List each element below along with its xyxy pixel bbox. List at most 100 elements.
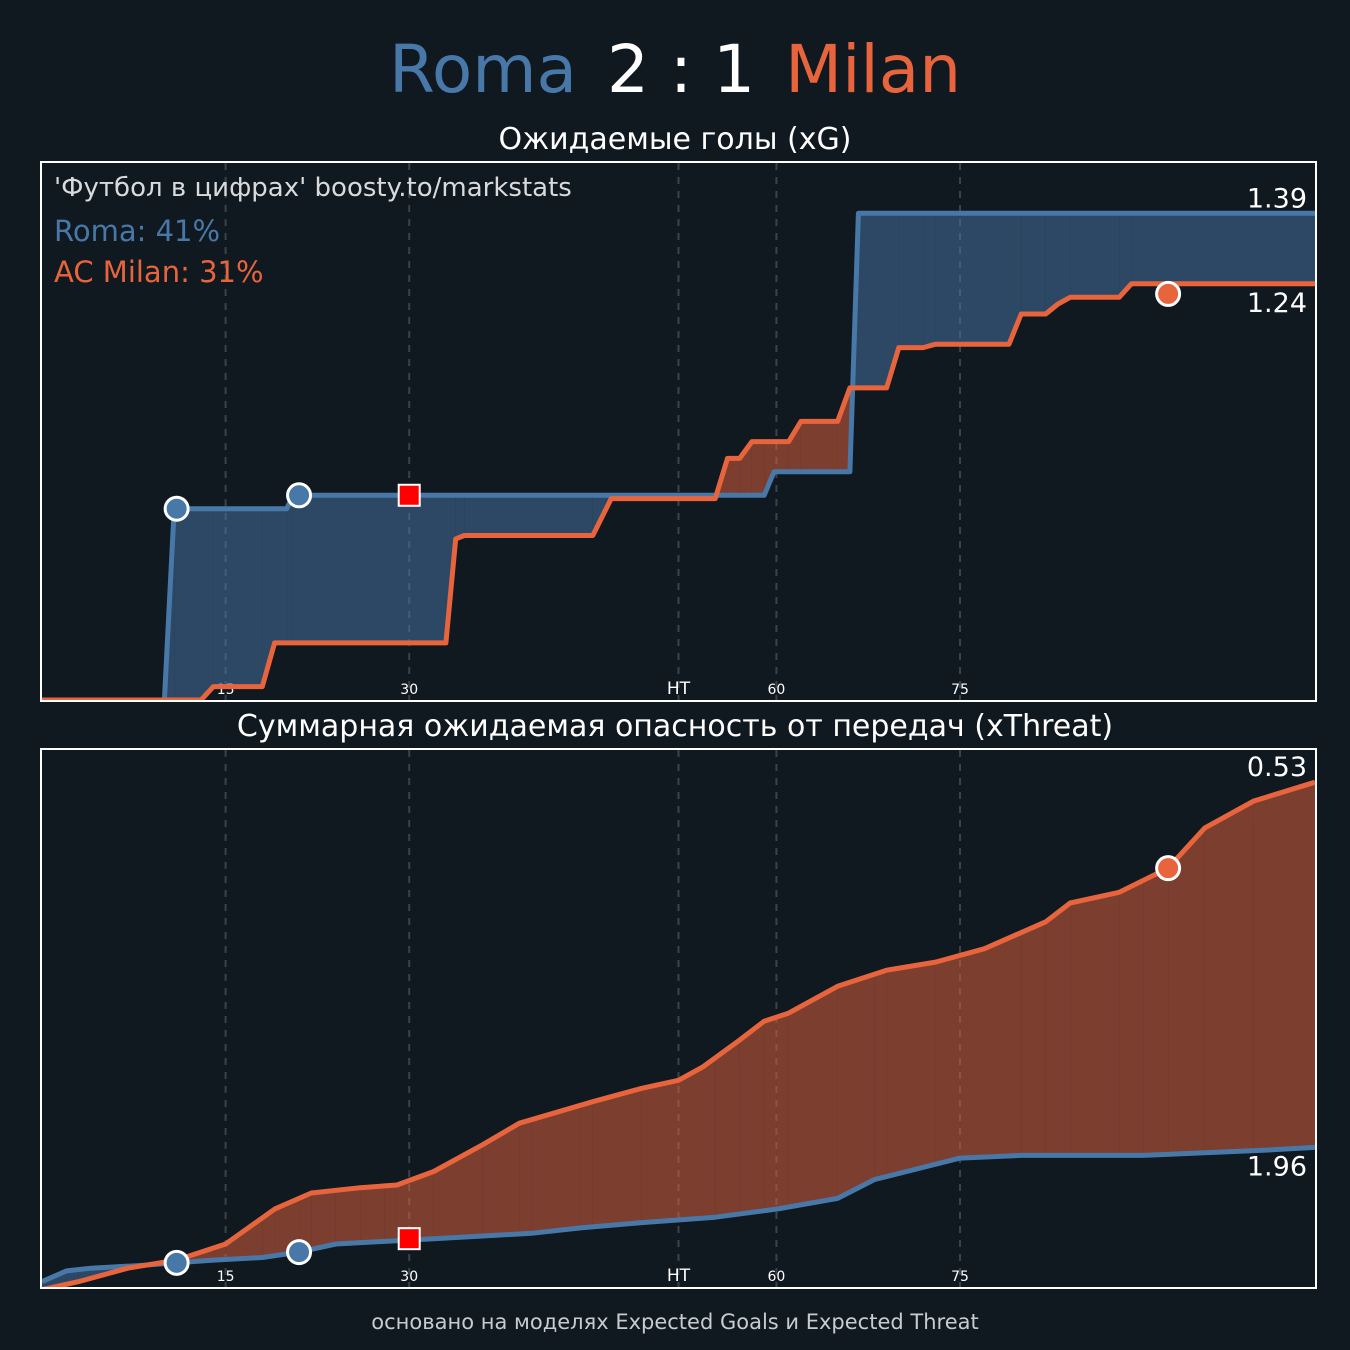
- series-line-milan: [42, 779, 1315, 1287]
- fill-segment: [1021, 921, 1046, 1156]
- fill-segment: [592, 1088, 642, 1227]
- fill-segment: [874, 970, 887, 1180]
- fill-segment: [531, 1105, 581, 1234]
- goal-marker-roma: [286, 1239, 313, 1266]
- goal-marker-roma: [163, 1249, 190, 1276]
- fill-segment: [776, 1013, 789, 1210]
- match-score: 2 : 1: [606, 31, 756, 108]
- xg-chart-plot: 15 30 HT 60 751.391.24: [42, 163, 1315, 700]
- xg-chart-title: Ожидаемые голы (xG): [498, 122, 852, 157]
- match-title: Roma 2 : 1 Milan: [0, 30, 1350, 110]
- red-card-marker: [397, 483, 421, 507]
- end-label-roma: 1.39: [1247, 183, 1307, 214]
- end-label-roma: 1.96: [1247, 1151, 1307, 1182]
- series-line-milan: [42, 281, 1315, 700]
- fill-segment: [433, 1144, 483, 1239]
- fill-segment: [1204, 801, 1254, 1153]
- end-label-milan: 0.53: [1247, 752, 1307, 783]
- fill-segment: [935, 955, 961, 1165]
- fill-segment: [262, 508, 275, 687]
- fill-segment: [1119, 213, 1132, 298]
- fill-segment: [739, 1021, 765, 1214]
- xg-chart-panel: 15 30 HT 60 75 1.39 1.24 'Футбол в цифрах' boo…: [40, 161, 1317, 702]
- x-tick-HT: HT: [667, 679, 691, 699]
- fill-segment: [299, 1193, 312, 1253]
- fill-segment: [1045, 213, 1058, 315]
- fill-segment: [858, 213, 887, 388]
- fill-segment: [935, 213, 1009, 345]
- x-tick-75: 75: [951, 682, 969, 698]
- legend-milan: AC Milan: 31%: [54, 255, 264, 289]
- fill-segment: [1070, 213, 1120, 298]
- fill-segment: [1008, 213, 1022, 345]
- fill-segment: [335, 1187, 361, 1245]
- goal-marker-milan: [1155, 855, 1182, 882]
- fill-segment: [262, 1209, 275, 1258]
- fill-segment: [886, 962, 936, 1177]
- fill-segment: [788, 986, 838, 1207]
- fill-segment: [286, 495, 293, 643]
- fill-segment: [1168, 827, 1205, 1155]
- fill-segment: [837, 974, 875, 1199]
- fill-segment: [1253, 797, 1267, 1151]
- goal-marker-roma: [286, 482, 313, 509]
- x-tick-15: 15: [217, 1269, 235, 1285]
- x-tick-60: 60: [768, 1269, 786, 1285]
- watermark-text: 'Футбол в цифрах' boosty.to/markstats: [54, 173, 572, 203]
- fill-segment: [715, 1039, 740, 1218]
- fill-segment: [174, 508, 202, 700]
- fill-segment: [764, 441, 774, 496]
- fill-segment: [886, 213, 899, 388]
- x-tick-60: 60: [768, 682, 786, 698]
- fill-segment: [519, 1119, 532, 1234]
- fill-segment: [960, 948, 985, 1159]
- fill-segment: [311, 1190, 336, 1250]
- fill-segment: [1143, 868, 1169, 1156]
- xthreat-chart-panel: 15 30 HT 60 75 1.96 0.53: [40, 748, 1317, 1289]
- fill-segment: [1131, 213, 1315, 284]
- fill-segment: [360, 1185, 385, 1243]
- fill-segment: [678, 1066, 703, 1220]
- fill-segment: [201, 508, 214, 700]
- fill-segment: [1045, 903, 1071, 1156]
- goal-marker-milan: [1155, 280, 1182, 307]
- fill-segment: [1070, 892, 1120, 1156]
- fill-segment: [482, 1123, 520, 1236]
- fill-segment: [773, 441, 789, 472]
- fill-segment: [702, 1057, 716, 1219]
- fill-segment: [984, 932, 1022, 1158]
- home-team-name: Roma: [388, 31, 577, 108]
- fill-segment: [464, 495, 593, 536]
- fill-segment: [788, 421, 801, 472]
- legend-roma: Roma: 41%: [54, 214, 221, 248]
- x-tick-HT: HT: [667, 1266, 691, 1286]
- x-tick-30: 30: [400, 1269, 418, 1285]
- fill-segment: [923, 213, 936, 348]
- fill-segment: [727, 458, 740, 496]
- fill-segment: [898, 213, 924, 348]
- xthreat-chart-plot: 15 30 HT 60 75 1.96 0.53: [42, 750, 1315, 1287]
- goal-marker-roma: [163, 495, 190, 522]
- fill-segment: [213, 508, 263, 687]
- red-card-marker: [397, 1227, 421, 1251]
- fill-segment: [580, 1101, 593, 1228]
- fill-segment: [751, 441, 765, 496]
- away-team-name: Milan: [785, 31, 962, 108]
- fill-segment: [837, 387, 850, 472]
- fill-segment: [274, 508, 287, 643]
- fill-segment: [455, 495, 465, 539]
- fill-segment: [1119, 880, 1144, 1156]
- fill-segment: [1021, 213, 1046, 315]
- fill-segment: [800, 421, 838, 472]
- fill-segment: [1057, 213, 1071, 304]
- fill-segment: [641, 1080, 679, 1223]
- series-line-roma: [42, 210, 1315, 700]
- x-tick-75: 75: [951, 1269, 969, 1285]
- fill-segment: [384, 1184, 397, 1242]
- fill-segment: [1266, 782, 1315, 1151]
- end-label-milan: 1.24: [1247, 288, 1307, 319]
- xthreat-chart-title: Суммарная ожидаемая опасность от передач…: [236, 709, 1114, 744]
- footer-note: основано на моделях Expected Goals и Exp…: [371, 1310, 979, 1334]
- fill-segment: [764, 1017, 777, 1211]
